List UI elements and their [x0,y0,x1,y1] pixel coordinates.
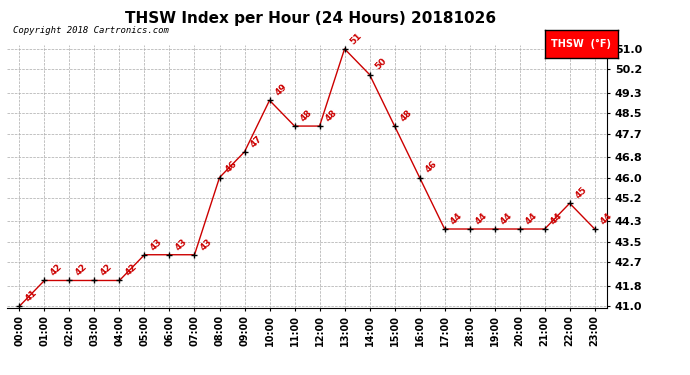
Text: 43: 43 [199,237,214,252]
Text: THSW Index per Hour (24 Hours) 20181026: THSW Index per Hour (24 Hours) 20181026 [125,11,496,26]
Text: 42: 42 [48,262,64,278]
Text: 43: 43 [174,237,189,252]
Text: 44: 44 [524,211,539,226]
Text: 44: 44 [474,211,489,226]
Text: Copyright 2018 Cartronics.com: Copyright 2018 Cartronics.com [13,26,169,34]
Text: 44: 44 [499,211,514,226]
Text: 42: 42 [74,262,89,278]
Text: 42: 42 [99,262,114,278]
Text: 48: 48 [299,108,314,123]
Text: 49: 49 [274,82,289,98]
Text: 42: 42 [124,262,139,278]
Text: 51: 51 [348,31,364,46]
Text: 47: 47 [248,134,264,149]
Text: 50: 50 [374,57,389,72]
Text: 46: 46 [424,159,439,175]
Text: 44: 44 [448,211,464,226]
Text: THSW  (°F): THSW (°F) [551,39,611,49]
Text: 48: 48 [399,108,414,123]
Text: 43: 43 [148,237,164,252]
Text: 41: 41 [23,288,39,303]
Text: 44: 44 [549,211,564,226]
Text: 46: 46 [224,159,239,175]
Text: 48: 48 [324,108,339,123]
Text: 44: 44 [599,211,614,226]
Text: 45: 45 [574,185,589,201]
